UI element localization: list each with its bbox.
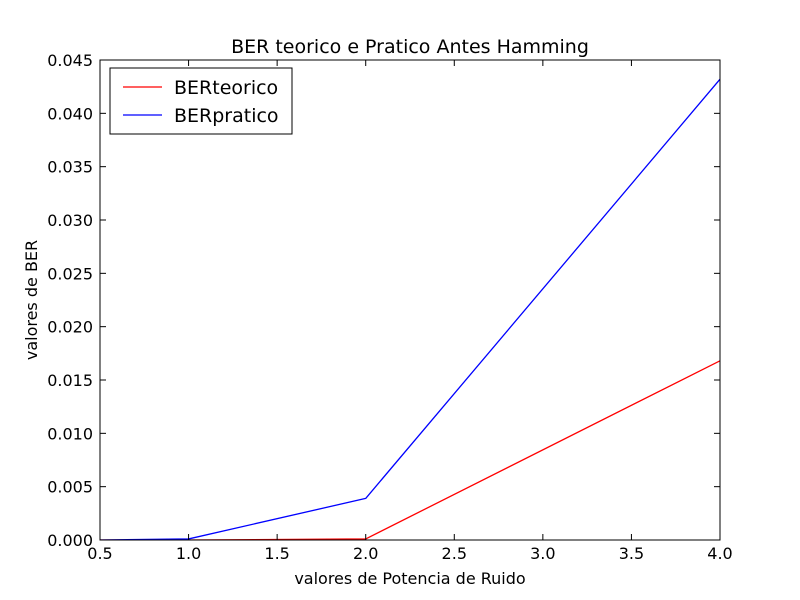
plot-area: 0.5 1.0 1.5 2.0 2.5 3.0 3.5 4.0 0.000 0.005 0.010…: [47, 51, 733, 563]
legend-box: [109, 67, 293, 135]
y-tick-label: 0.025: [47, 264, 93, 283]
x-tick-label: 1.5: [264, 544, 289, 563]
x-tick-label: 2.5: [442, 544, 467, 563]
plot-frame: [99, 59, 721, 541]
y-tick-label: 0.040: [47, 104, 93, 123]
y-tick-label: 0.045: [47, 51, 93, 70]
x-tick-label: 2.0: [353, 544, 378, 563]
x-tick-label: 0.5: [87, 544, 112, 563]
x-tick-label: 3.0: [530, 544, 555, 563]
y-tick-label: 0.000: [47, 531, 93, 550]
x-axis-ticks: 0.5 1.0 1.5 2.0 2.5 3.0 3.5 4.0: [87, 60, 733, 563]
legend-label-berteorico: BERteorico: [174, 77, 278, 99]
x-tick-label: 3.5: [619, 544, 644, 563]
y-tick-label: 0.010: [47, 424, 93, 443]
x-tick-label: 4.0: [707, 544, 732, 563]
legend-label-berpratico: BERpratico: [174, 105, 279, 127]
x-tick-label: 1.0: [176, 544, 201, 563]
y-tick-label: 0.015: [47, 371, 93, 390]
y-axis-ticks: 0.000 0.005 0.010 0.015 0.020 0.025 0.030 0.035…: [47, 51, 720, 550]
y-axis-label: valores de BER: [22, 240, 41, 360]
y-tick-label: 0.030: [47, 211, 93, 230]
chart-title: BER teorico e Pratico Antes Hamming: [231, 36, 589, 58]
series-line-berpratico: [100, 78, 720, 540]
y-tick-label: 0.035: [47, 158, 93, 177]
y-tick-label: 0.020: [47, 318, 93, 337]
x-axis-label: valores de Potencia de Ruido: [294, 569, 525, 588]
legend: BERteorico BERpratico: [109, 67, 293, 135]
y-tick-label: 0.005: [47, 478, 93, 497]
